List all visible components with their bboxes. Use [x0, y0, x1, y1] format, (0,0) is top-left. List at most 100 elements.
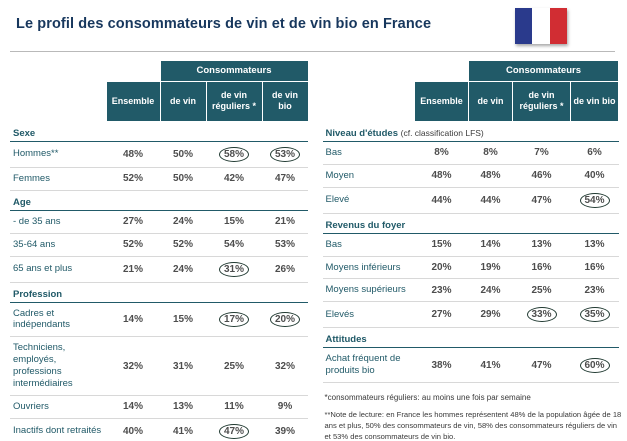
- value-cell: 11%: [206, 395, 262, 419]
- right-column: Consommateurs Ensemble de vin de vin rég…: [322, 60, 623, 441]
- table-row: Elevé 44% 44% 47% 54%: [322, 187, 619, 214]
- value-cell: 20%: [262, 302, 308, 338]
- value-cell: 32%: [106, 336, 160, 396]
- flag-blue-stripe: [515, 8, 533, 44]
- value-cell: 23%: [414, 278, 469, 303]
- circled-value: 31%: [219, 261, 249, 277]
- value-cell: 26%: [262, 256, 308, 283]
- consommateurs-group-header: Consommateurs: [159, 60, 309, 82]
- value-cell: 44%: [468, 187, 513, 214]
- col-header-de-vin: de vin: [159, 80, 207, 122]
- row-label: Femmes: [10, 167, 106, 191]
- value-cell: 54%: [570, 187, 619, 214]
- col-header-bio: de vin bio: [570, 80, 619, 122]
- value-cell: 44%: [414, 187, 469, 214]
- circled-value: 53%: [270, 146, 300, 162]
- value-cell: 47%: [512, 347, 571, 383]
- value-cell: 20%: [414, 256, 469, 280]
- value-cell: 9%: [262, 395, 308, 419]
- value-cell: 24%: [468, 278, 513, 303]
- value-cell: 53%: [262, 233, 308, 257]
- header-spacer: [323, 81, 415, 121]
- section-title: Age: [13, 196, 31, 208]
- value-cell: 35%: [570, 301, 619, 329]
- row-label: 65 ans et plus: [10, 256, 106, 283]
- section-title-suffix: (cf. classification LFS): [400, 127, 484, 138]
- section-title: Sexe: [13, 127, 36, 139]
- flag-white-stripe: [532, 8, 550, 44]
- row-label: Bas: [322, 141, 415, 165]
- value-cell: 27%: [414, 301, 469, 329]
- col-header-ensemble: Ensemble: [414, 80, 469, 122]
- row-label: Elevés: [322, 301, 415, 329]
- page-title: Le profil des consommateurs de vin et de…: [16, 16, 432, 32]
- circled-value: 47%: [219, 423, 249, 439]
- value-cell: 13%: [570, 233, 619, 257]
- section-row-niveau-etudes: Niveau d'études (cf. classification LFS): [322, 121, 619, 142]
- col-header-reguliers: de vin réguliers *: [205, 80, 263, 122]
- value-cell: 54%: [206, 233, 262, 257]
- value-cell: 29%: [468, 301, 513, 329]
- value-cell: 48%: [468, 164, 513, 188]
- circled-value: 35%: [579, 307, 610, 323]
- value-cell: 41%: [468, 347, 513, 383]
- row-label: Moyens supérieurs: [322, 278, 415, 303]
- row-label: Inactifs dont retraités: [10, 418, 106, 441]
- table-row: Elevés 27% 29% 33% 35%: [322, 301, 619, 329]
- footnote-note-de-lecture: **Note de lecture: en France les hommes …: [324, 410, 622, 441]
- table-row: Bas 8% 8% 7% 6%: [322, 141, 619, 165]
- header-spacer: [323, 61, 469, 82]
- section-row-profession: Profession: [10, 282, 308, 303]
- value-cell: 7%: [512, 141, 571, 165]
- section-title: Revenus du foyer: [325, 219, 406, 231]
- row-label: Hommes**: [10, 141, 106, 168]
- table-row: 65 ans et plus 21% 24% 31% 26%: [10, 256, 308, 283]
- value-cell: 50%: [160, 141, 206, 168]
- value-cell: 13%: [512, 233, 571, 257]
- value-cell: 52%: [160, 233, 206, 257]
- consommateurs-group-header: Consommateurs: [468, 60, 619, 82]
- col-header-reguliers: de vin réguliers *: [512, 80, 571, 122]
- row-label: Moyen: [322, 164, 415, 188]
- value-cell: 47%: [262, 167, 308, 191]
- table-row: Hommes** 48% 50% 58% 53%: [10, 141, 308, 168]
- flag-red-stripe: [549, 8, 567, 44]
- value-cell: 24%: [160, 256, 206, 283]
- value-cell: 17%: [206, 302, 262, 338]
- slide-header: Le profil des consommateurs de vin et de…: [10, 8, 615, 52]
- value-cell: 25%: [206, 336, 262, 396]
- value-cell: 14%: [106, 302, 160, 338]
- left-table: Consommateurs Ensemble de vin de vin rég…: [10, 60, 309, 441]
- value-cell: 33%: [512, 301, 571, 329]
- section-title: Attitudes: [325, 334, 367, 346]
- table-row: 35-64 ans 52% 52% 54% 53%: [10, 233, 308, 257]
- value-cell: 14%: [468, 233, 513, 257]
- value-cell: 47%: [206, 418, 262, 441]
- table-row: Moyen 48% 48% 46% 40%: [322, 164, 619, 188]
- col-header-de-vin: de vin: [468, 80, 513, 122]
- row-label: Bas: [322, 233, 415, 257]
- section-row-age: Age: [10, 190, 308, 211]
- table-row: Inactifs dont retraités 40% 41% 47% 39%: [10, 418, 308, 441]
- col-header-bio: de vin bio: [261, 80, 309, 122]
- value-cell: 25%: [512, 278, 571, 303]
- table-row: Moyens supérieurs 23% 24% 25% 23%: [322, 278, 619, 303]
- row-label: Achat fréquent de produits bio: [322, 347, 415, 383]
- value-cell: 8%: [414, 141, 469, 165]
- value-cell: 14%: [106, 395, 160, 419]
- footnote-regular-consumers: *consommateurs réguliers: au moins une f…: [324, 393, 531, 402]
- french-flag-icon: [515, 8, 567, 44]
- value-cell: 53%: [262, 141, 308, 168]
- footnotes: *consommateurs réguliers: au moins une f…: [323, 393, 623, 441]
- circled-value: 58%: [219, 146, 249, 162]
- right-table: Consommateurs Ensemble de vin de vin rég…: [322, 60, 619, 383]
- circled-value: 20%: [270, 311, 300, 327]
- value-cell: 13%: [160, 395, 206, 419]
- table-row: Cadres et indépendants 14% 15% 17% 20%: [10, 302, 308, 338]
- table-row: Moyens inférieurs 20% 19% 16% 16%: [322, 256, 619, 280]
- value-cell: 52%: [106, 167, 160, 191]
- row-label: Cadres et indépendants: [10, 302, 106, 338]
- value-cell: 42%: [206, 167, 262, 191]
- table-row: Ouvriers 14% 13% 11% 9%: [10, 395, 308, 419]
